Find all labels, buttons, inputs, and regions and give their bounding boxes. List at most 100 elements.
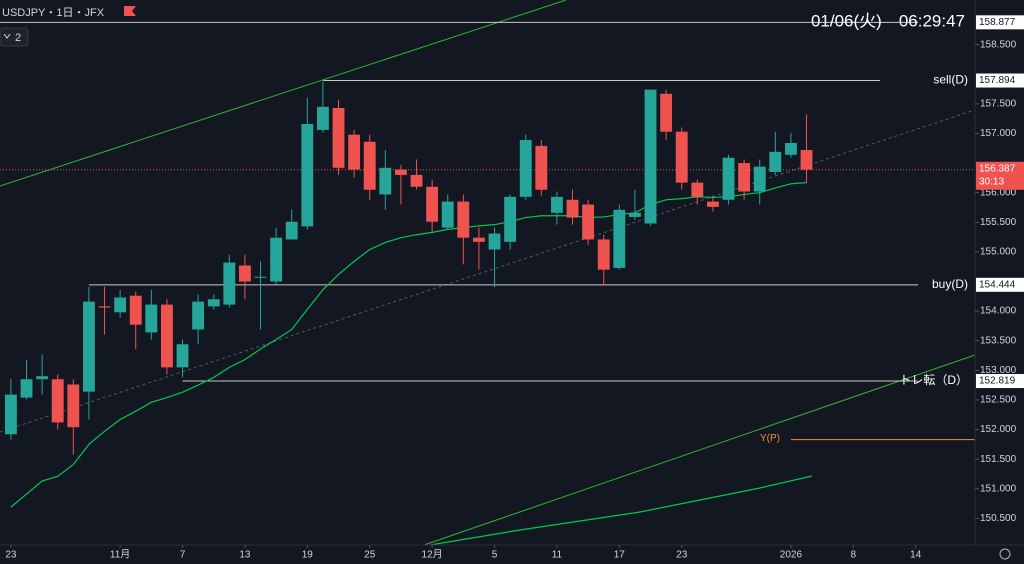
trend-line <box>0 0 567 187</box>
price-label-box <box>976 73 1024 88</box>
candle-body <box>316 106 329 130</box>
candle-body <box>192 301 205 330</box>
x-tick-label: 23 <box>5 550 17 561</box>
ma-line <box>10 182 807 508</box>
candle-body <box>51 379 64 423</box>
candle-body <box>582 204 595 240</box>
candle-body <box>36 376 49 380</box>
level-label: sell(D) <box>933 73 968 87</box>
symbol-title: USDJPY・1日・JFX <box>2 7 105 19</box>
current-price-box <box>976 161 1024 190</box>
x-tick-label: 7 <box>180 550 186 561</box>
candle-body <box>82 301 95 392</box>
candle-body <box>800 150 813 170</box>
x-tick-label: 12月 <box>422 549 443 561</box>
candle-body <box>67 384 80 428</box>
candle-body <box>706 201 719 207</box>
y-tick-label: 155.000 <box>980 247 1017 258</box>
price-label: 152.819 <box>979 376 1016 387</box>
candle-body <box>628 212 641 217</box>
y-tick-label: 150.500 <box>980 513 1017 524</box>
countdown: 30:13 <box>979 176 1004 187</box>
x-tick-label: 8 <box>851 550 857 561</box>
timestamp: 01/06(火) 06:29:47 <box>811 11 965 30</box>
candle-body <box>176 344 189 368</box>
candle-body <box>238 265 251 282</box>
candle-body <box>114 297 127 313</box>
y-tick-label: 151.000 <box>980 483 1017 494</box>
drawings <box>0 0 976 546</box>
candle-body <box>145 304 158 333</box>
x-tick-label: 13 <box>239 550 251 561</box>
candle-body <box>472 237 485 242</box>
y-tick-label: 156.000 <box>980 187 1017 198</box>
candle-body <box>207 299 220 307</box>
x-tick-label: 25 <box>364 550 376 561</box>
candle-body <box>160 304 173 368</box>
x-tick-label: 19 <box>302 550 314 561</box>
candle-body <box>519 139 532 197</box>
candle-body <box>348 134 361 170</box>
candle-body <box>254 276 267 278</box>
y-tick-label: 153.000 <box>980 365 1017 376</box>
price-label-box <box>976 15 1024 30</box>
candle-body <box>129 295 142 325</box>
settings-icon[interactable] <box>999 548 1011 560</box>
candle-body <box>332 108 345 168</box>
candle-body <box>363 141 376 190</box>
y-tick-label: 157.500 <box>980 99 1017 110</box>
indicator-count: 2 <box>15 32 21 44</box>
x-tick-label: 23 <box>676 550 688 561</box>
candle-body <box>301 123 314 227</box>
candle-body <box>722 157 735 200</box>
candle-body <box>270 237 283 282</box>
x-tick-label: 14 <box>910 550 922 561</box>
y-tick-label: 153.500 <box>980 335 1017 346</box>
candle-body <box>20 379 33 398</box>
candle-body <box>410 174 423 187</box>
y-tick-label: 157.000 <box>980 128 1017 139</box>
trend-line <box>423 354 976 546</box>
price-label: 158.877 <box>979 17 1016 28</box>
price-label: 154.444 <box>979 279 1016 290</box>
candle-body <box>738 163 751 192</box>
candle-body <box>691 182 704 197</box>
candle-body <box>644 89 657 224</box>
candle-body <box>457 201 470 238</box>
candle-body <box>784 142 797 155</box>
candle-body <box>223 262 236 305</box>
y-tick-label: 154.000 <box>980 306 1017 317</box>
candle-body <box>566 199 579 218</box>
candle-body <box>426 186 439 222</box>
y-tick-label: 152.000 <box>980 424 1017 435</box>
candle-body <box>535 145 548 190</box>
indicator-toggle[interactable] <box>0 27 29 47</box>
ma-line-lower <box>429 475 813 546</box>
candle-body <box>504 196 517 242</box>
chevron-icon <box>3 33 11 39</box>
y-tick-label: 152.500 <box>980 395 1017 406</box>
candle-body <box>675 131 688 183</box>
level-label: Y(P) <box>760 433 780 444</box>
price-label-box <box>976 277 1024 292</box>
x-tick-label: 2026 <box>780 550 803 561</box>
candle-body <box>488 233 501 250</box>
candle-body <box>753 166 766 192</box>
x-tick-label: 11 <box>552 550 563 561</box>
candle-body <box>769 151 782 172</box>
y-tick-label: 151.500 <box>980 454 1017 465</box>
candle-body <box>4 394 17 435</box>
flag-icon <box>124 6 136 16</box>
candle-body <box>550 196 563 213</box>
candle-body <box>660 93 673 132</box>
x-tick-label: 5 <box>492 550 498 561</box>
candle-body <box>98 306 111 308</box>
y-tick-label: 158.500 <box>980 39 1017 50</box>
candle-body <box>441 201 454 228</box>
current-price-label: 156.387 <box>979 163 1016 174</box>
candle-body <box>613 209 626 268</box>
level-label: トレ転（D） <box>899 373 968 387</box>
candle-body <box>394 169 407 175</box>
